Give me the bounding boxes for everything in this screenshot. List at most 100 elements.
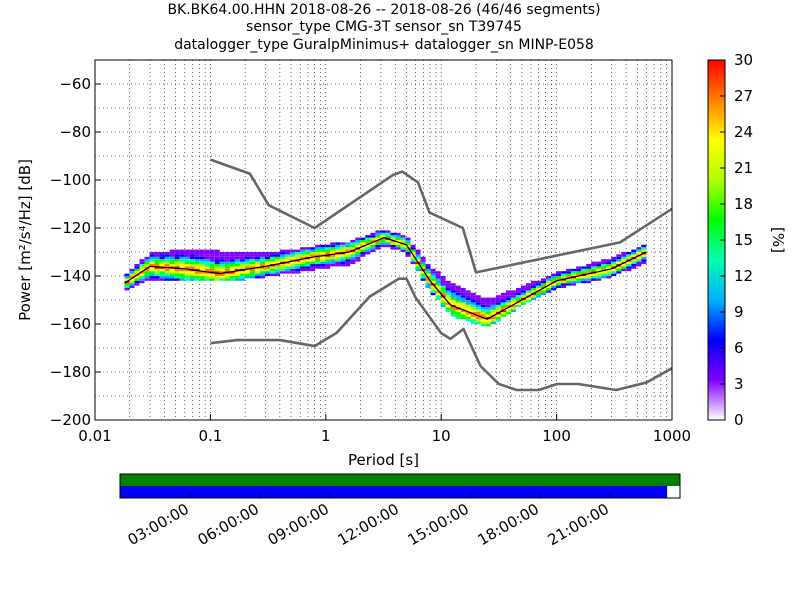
density-cell: [144, 261, 150, 264]
density-cell: [275, 264, 281, 267]
density-cell: [174, 254, 180, 257]
chart-title-line-2: sensor_type CMG-3T sensor_sn T39745: [246, 19, 522, 35]
density-cell: [385, 232, 391, 236]
density-cell: [510, 297, 516, 300]
density-cell: [475, 300, 481, 303]
density-cell: [380, 242, 386, 245]
density-cell: [475, 319, 481, 322]
density-cell: [596, 266, 602, 269]
density-cell: [470, 321, 476, 324]
density-cell: [535, 295, 542, 298]
density-cell: [290, 252, 296, 255]
density-cell: [209, 261, 215, 264]
density-cell: [591, 278, 597, 281]
density-cell: [264, 273, 270, 276]
density-cell: [179, 261, 185, 264]
density-cell: [149, 261, 155, 264]
density-cell: [566, 268, 572, 272]
colorbar-tick-label: 27: [734, 87, 753, 105]
density-cell: [591, 268, 597, 272]
density-cell: [410, 247, 416, 250]
density-cell: [460, 316, 466, 320]
density-cell: [505, 307, 511, 310]
colorbar-tick-label: 15: [734, 231, 753, 249]
density-cell: [335, 259, 341, 262]
density-cell: [259, 256, 265, 260]
density-cell: [269, 271, 276, 274]
density-cell: [129, 276, 135, 279]
density-cell: [505, 312, 511, 315]
density-cell: [350, 254, 356, 257]
density-cell: [415, 252, 421, 255]
density-cell: [611, 259, 617, 262]
density-cell: [380, 232, 386, 236]
density-cell: [244, 273, 250, 276]
density-cell: [184, 278, 190, 281]
density-cell: [305, 268, 311, 272]
density-cell: [510, 302, 516, 305]
density-cell: [455, 288, 461, 291]
density-cell: [480, 321, 486, 324]
density-cell: [305, 266, 311, 269]
density-cell: [214, 252, 220, 255]
density-cell: [455, 300, 461, 303]
density-cell: [581, 271, 587, 274]
density-cell: [214, 273, 220, 276]
density-cell: [269, 268, 276, 272]
density-cell: [194, 249, 200, 252]
density-cell: [350, 252, 356, 255]
density-cell: [194, 259, 200, 262]
density-cell: [330, 247, 336, 250]
density-cell: [330, 254, 336, 257]
density-cell: [460, 302, 466, 305]
density-cell: [204, 259, 210, 262]
density-cell: [571, 280, 577, 284]
density-cell: [189, 271, 195, 274]
density-cell: [425, 273, 431, 276]
density-cell: [480, 304, 486, 308]
density-cell: [530, 283, 536, 286]
density-cell: [495, 304, 501, 308]
density-cell: [490, 309, 496, 312]
density-cell: [154, 254, 160, 257]
density-cell: [244, 271, 250, 274]
density-cell: [234, 256, 240, 260]
density-cell: [480, 309, 486, 312]
density-cell: [445, 304, 451, 308]
density-cell: [320, 244, 326, 248]
density-cell: [134, 268, 140, 272]
density-cell: [144, 276, 150, 279]
density-cell: [154, 264, 160, 267]
density-cell: [490, 297, 496, 300]
density-cell: [124, 283, 130, 286]
density-cell: [611, 271, 617, 274]
density-cell: [460, 290, 466, 293]
density-cell: [325, 261, 331, 264]
density-cell: [375, 232, 381, 236]
density-cell: [400, 244, 406, 248]
density-cell: [174, 273, 180, 276]
density-cell: [460, 309, 466, 312]
density-cell: [425, 266, 431, 269]
density-cell: [390, 242, 396, 245]
density-cell: [385, 240, 391, 243]
density-cell: [641, 254, 647, 257]
density-cell: [199, 249, 205, 252]
density-cell: [214, 276, 220, 279]
density-cell: [455, 309, 461, 312]
density-cell: [380, 244, 386, 248]
density-cell: [370, 232, 376, 236]
density-cell: [355, 249, 361, 252]
density-cell: [199, 276, 205, 279]
density-cell: [530, 290, 536, 293]
density-cell: [209, 278, 215, 281]
density-cell: [169, 276, 175, 279]
density-cell: [174, 249, 180, 252]
density-cell: [169, 278, 175, 281]
density-cell: [330, 252, 336, 255]
density-cell: [259, 254, 265, 257]
density-cell: [325, 249, 331, 252]
density-cell: [204, 264, 210, 267]
density-cell: [631, 254, 637, 257]
density-cell: [229, 264, 235, 267]
